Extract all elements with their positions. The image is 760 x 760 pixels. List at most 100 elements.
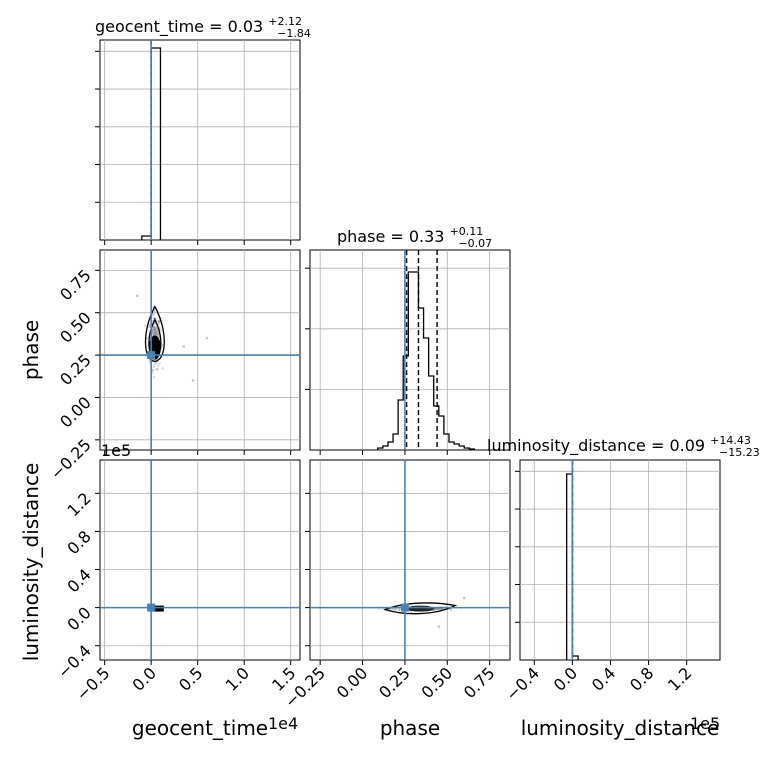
truth-marker: [400, 603, 409, 612]
scatter-point: [449, 608, 452, 612]
scatter-point: [156, 364, 160, 367]
scatter-point: [152, 333, 155, 336]
scatter-ld-vs-phase: [310, 460, 510, 660]
tick-label-x: 0.0: [550, 663, 581, 694]
scatter-point: [156, 332, 160, 335]
title-geocent-time: geocent_time = 0.03 +2.12 −1.84: [95, 10, 311, 40]
scatter-point: [438, 608, 441, 611]
xlabel-phase: phase: [380, 716, 440, 740]
scatter-point: [153, 328, 156, 331]
scatter-point: [156, 330, 160, 334]
tick-label-x: 0.4: [588, 663, 619, 694]
tick-label-x: 0.00: [333, 663, 372, 702]
scatter-point: [398, 608, 401, 611]
scatter-point: [161, 367, 164, 370]
scatter-point: [153, 327, 156, 331]
scatter-point: [155, 327, 159, 330]
tick-label-y: 1.2: [63, 489, 94, 520]
scatter-point: [154, 331, 157, 335]
tick-label-x: 1.0: [222, 663, 253, 694]
density-core: [151, 605, 164, 612]
scatter-point: [161, 344, 164, 347]
scatter-point: [157, 320, 161, 323]
xlabel-geocent-time: geocent_time: [132, 716, 268, 740]
scatter-point: [154, 332, 157, 336]
scatter-point: [151, 314, 154, 317]
tick-label-x: 0.0: [129, 663, 160, 694]
scatter-phase-vs-geocent-time: [100, 250, 300, 450]
scatter-point: [158, 362, 161, 365]
scatter-point: [154, 328, 157, 332]
scatter-point: [394, 608, 397, 612]
scatter-point: [143, 324, 147, 328]
scatter-point: [151, 332, 155, 335]
tick-label-x: −0.4: [502, 663, 543, 704]
truth-marker: [147, 603, 156, 612]
scatter-point: [155, 330, 159, 333]
title-luminosity-distance: luminosity_distance = 0.09 +14.43 −15.23: [487, 429, 760, 459]
scatter-point: [462, 596, 466, 600]
offset-geocent-time-x: 1e4: [268, 714, 298, 733]
histogram-step: [377, 271, 476, 450]
tick-label-y: 0.4: [63, 565, 94, 596]
scatter-point: [155, 333, 158, 336]
scatter-point: [152, 365, 156, 368]
scatter-point: [182, 345, 186, 348]
scatter-point: [435, 608, 438, 611]
scatter-point: [155, 333, 159, 337]
scatter-point: [154, 330, 157, 333]
scatter-point: [153, 326, 157, 329]
density-core: [406, 605, 435, 612]
tick-label-x: 0.25: [375, 663, 414, 702]
scatter-point: [152, 325, 156, 328]
panel-hist-phase: [305, 249, 511, 451]
panel-ld-vs-phase: [309, 459, 511, 661]
scatter-point: [153, 327, 157, 331]
scatter-point: [154, 327, 157, 331]
tick-label-x: 0.8: [626, 663, 657, 694]
hist-phase-marks: [305, 250, 510, 450]
scatter-point: [153, 328, 156, 331]
scatter-point: [391, 608, 394, 611]
panel-phase-vs-geocent-time: [99, 249, 301, 451]
ylabel-luminosity-distance: luminosity_distance: [19, 463, 43, 662]
scatter-point: [409, 610, 412, 613]
offset-ld-y: 1e5: [101, 441, 131, 460]
scatter-point: [152, 375, 156, 379]
panel-hist-luminosity-distance: [515, 459, 721, 661]
scatter-point: [154, 331, 158, 334]
scatter-point: [437, 607, 440, 611]
scatter-point: [437, 625, 441, 628]
scatter-point: [153, 332, 156, 335]
scatter-point: [152, 312, 156, 316]
scatter-point: [152, 325, 156, 329]
tick-label-x: 0.75: [460, 663, 499, 702]
scatter-point: [157, 320, 161, 323]
tick-label-y: 0.8: [63, 527, 94, 558]
scatter-point: [154, 326, 158, 329]
scatter-point: [153, 363, 157, 366]
tick-label-x: 0.50: [417, 663, 456, 702]
scatter-point: [156, 334, 160, 338]
hist-ld-marks: [515, 460, 720, 660]
scatter-point: [151, 327, 155, 331]
scatter-point: [157, 332, 160, 336]
scatter-point: [152, 327, 156, 330]
ylabel-phase: phase: [19, 320, 43, 380]
panel-ld-vs-geocent-time: [99, 459, 301, 661]
scatter-point: [154, 330, 157, 334]
scatter-point: [153, 309, 156, 313]
scatter-point: [155, 331, 158, 334]
scatter-point: [153, 329, 156, 332]
scatter-point: [153, 322, 156, 326]
scatter-point: [153, 328, 156, 332]
scatter-point: [394, 608, 397, 611]
scatter-point: [157, 320, 161, 323]
scatter-point: [151, 331, 155, 335]
scatter-ld-vs-geocent-time: [100, 460, 300, 660]
scatter-point: [153, 328, 156, 331]
scatter-point: [148, 360, 151, 363]
scatter-point: [433, 608, 436, 612]
xlabel-luminosity-distance: luminosity_distance: [521, 716, 720, 740]
scatter-point: [156, 368, 159, 371]
